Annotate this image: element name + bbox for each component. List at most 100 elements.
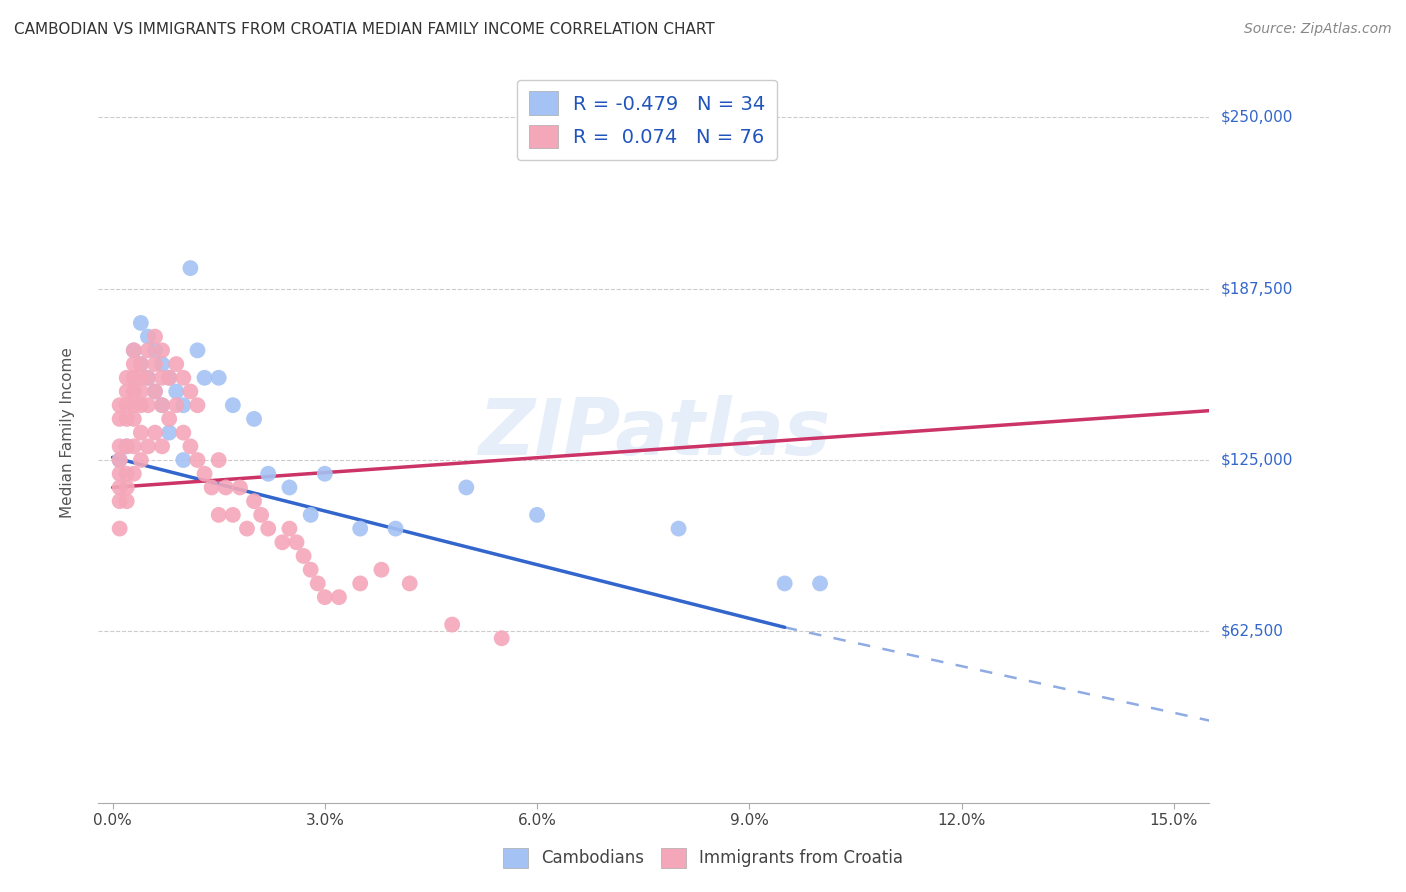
Point bbox=[150, 371, 173, 385]
Point bbox=[143, 329, 166, 343]
Point bbox=[157, 425, 180, 440]
Point bbox=[208, 508, 231, 522]
Text: $250,000: $250,000 bbox=[1220, 110, 1292, 125]
Point bbox=[115, 439, 138, 453]
Point bbox=[150, 398, 173, 412]
Point bbox=[250, 508, 273, 522]
Point bbox=[108, 480, 131, 494]
Point bbox=[526, 508, 548, 522]
Point bbox=[314, 467, 336, 481]
Point bbox=[229, 480, 252, 494]
Point bbox=[271, 535, 294, 549]
Point bbox=[122, 371, 145, 385]
Point bbox=[115, 384, 138, 399]
Point bbox=[292, 549, 315, 563]
Point bbox=[129, 357, 152, 371]
Point bbox=[193, 371, 215, 385]
Point bbox=[122, 384, 145, 399]
Point bbox=[193, 467, 215, 481]
Point bbox=[108, 522, 131, 536]
Point bbox=[157, 412, 180, 426]
Point bbox=[201, 480, 224, 494]
Point bbox=[186, 398, 208, 412]
Point bbox=[115, 494, 138, 508]
Text: ZIPatlas: ZIPatlas bbox=[478, 394, 830, 471]
Point bbox=[222, 508, 245, 522]
Point bbox=[143, 425, 166, 440]
Point bbox=[115, 371, 138, 385]
Point bbox=[122, 357, 145, 371]
Point bbox=[150, 357, 173, 371]
Point bbox=[441, 617, 464, 632]
Point bbox=[143, 384, 166, 399]
Point bbox=[243, 412, 266, 426]
Point bbox=[808, 576, 831, 591]
Point bbox=[150, 398, 173, 412]
Point bbox=[122, 371, 145, 385]
Point bbox=[384, 522, 406, 536]
Point bbox=[115, 412, 138, 426]
Point bbox=[143, 357, 166, 371]
Point bbox=[136, 343, 159, 358]
Point bbox=[136, 398, 159, 412]
Point bbox=[136, 329, 159, 343]
Point bbox=[257, 522, 280, 536]
Point bbox=[122, 343, 145, 358]
Point bbox=[122, 412, 145, 426]
Point bbox=[398, 576, 420, 591]
Point bbox=[773, 576, 796, 591]
Point bbox=[115, 398, 138, 412]
Point bbox=[108, 412, 131, 426]
Point bbox=[157, 371, 180, 385]
Point bbox=[129, 316, 152, 330]
Point bbox=[285, 535, 308, 549]
Point bbox=[108, 467, 131, 481]
Point bbox=[150, 343, 173, 358]
Text: $62,500: $62,500 bbox=[1220, 624, 1284, 639]
Point bbox=[186, 453, 208, 467]
Legend: Cambodians, Immigrants from Croatia: Cambodians, Immigrants from Croatia bbox=[496, 841, 910, 875]
Point bbox=[129, 453, 152, 467]
Point bbox=[129, 357, 152, 371]
Point bbox=[143, 384, 166, 399]
Legend: R = -0.479   N = 34, R =  0.074   N = 76: R = -0.479 N = 34, R = 0.074 N = 76 bbox=[517, 79, 778, 160]
Point bbox=[349, 576, 371, 591]
Point bbox=[278, 480, 301, 494]
Point bbox=[179, 384, 201, 399]
Point bbox=[328, 590, 350, 604]
Point bbox=[122, 398, 145, 412]
Point bbox=[456, 480, 478, 494]
Point bbox=[172, 371, 194, 385]
Text: $125,000: $125,000 bbox=[1220, 452, 1292, 467]
Point bbox=[108, 453, 131, 467]
Point bbox=[179, 261, 201, 276]
Point bbox=[115, 480, 138, 494]
Point bbox=[136, 439, 159, 453]
Point bbox=[136, 371, 159, 385]
Point bbox=[108, 453, 131, 467]
Point bbox=[165, 384, 187, 399]
Point bbox=[222, 398, 245, 412]
Point bbox=[165, 398, 187, 412]
Point bbox=[172, 453, 194, 467]
Point bbox=[122, 467, 145, 481]
Point bbox=[136, 371, 159, 385]
Point bbox=[108, 439, 131, 453]
Point bbox=[165, 357, 187, 371]
Y-axis label: Median Family Income: Median Family Income bbox=[60, 347, 75, 518]
Point bbox=[108, 398, 131, 412]
Point bbox=[150, 439, 173, 453]
Point bbox=[129, 371, 152, 385]
Point bbox=[172, 425, 194, 440]
Point bbox=[129, 425, 152, 440]
Point bbox=[157, 371, 180, 385]
Point bbox=[668, 522, 690, 536]
Point bbox=[236, 522, 259, 536]
Point bbox=[122, 439, 145, 453]
Point bbox=[129, 398, 152, 412]
Text: Source: ZipAtlas.com: Source: ZipAtlas.com bbox=[1244, 22, 1392, 37]
Point bbox=[370, 563, 392, 577]
Text: $187,500: $187,500 bbox=[1220, 281, 1292, 296]
Point bbox=[299, 563, 322, 577]
Point bbox=[143, 343, 166, 358]
